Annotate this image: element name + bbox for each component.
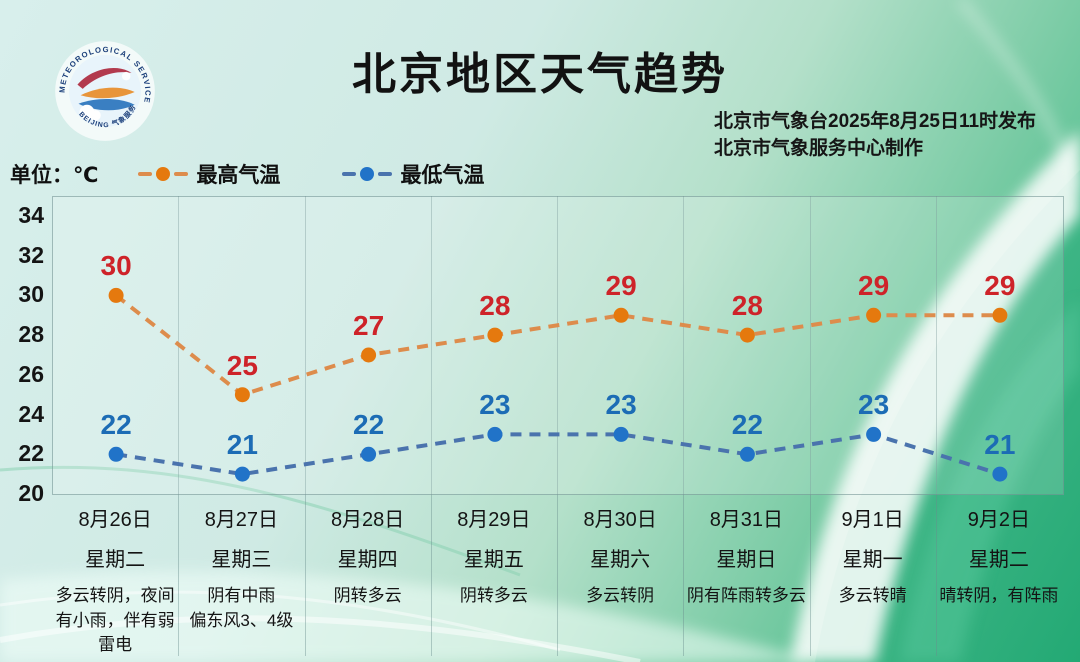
min-temp-value-label: 22: [731, 409, 763, 441]
min-temp-value-label: 21: [984, 429, 1016, 461]
weekday-cell: 星期二: [85, 549, 146, 571]
weather-cell: 多云转阴，夜间有小雨，伴有弱雷电: [55, 586, 175, 655]
min-temp-dot: [613, 426, 629, 442]
min-temp-value-label: 23: [858, 389, 890, 421]
y-tick-label: 24: [18, 400, 44, 427]
weather-row: 多云转阴，夜间有小雨，伴有弱雷电 阴有中雨 偏东风3、4级 阴转多云 阴转多云 多云转阴…: [52, 584, 1062, 658]
max-temp-dot: [234, 387, 250, 403]
legend-dash-icon: [378, 172, 393, 176]
min-temp-value-label: 22: [100, 409, 132, 441]
legend-dash-icon: [342, 172, 357, 176]
chart-legend: 最高气温 最低气温: [138, 159, 546, 189]
date-cell: 8月30日: [583, 509, 657, 531]
legend-dash-icon: [174, 172, 189, 176]
weekday-cell: 星期一: [842, 549, 903, 571]
max-temp-value-label: 25: [226, 349, 258, 381]
weekday-cell: 星期六: [590, 549, 651, 571]
weather-cell: 晴转阴，有阵雨: [939, 586, 1059, 605]
date-row: 8月26日 8月27日 8月28日 8月29日 8月30日 8月31日 9月1日 9月2日: [52, 502, 1062, 538]
max-temp-value-label: 28: [731, 290, 763, 322]
y-tick-label: 20: [18, 480, 44, 506]
min-temp-value-label: 23: [605, 389, 637, 421]
max-temp-dot: [487, 327, 503, 343]
y-tick-label: 22: [18, 440, 44, 467]
min-temp-dot: [108, 446, 124, 462]
legend-item-1: 最低气温: [342, 159, 484, 189]
unit-label: 单位：℃: [10, 164, 99, 187]
date-cell: 8月26日: [78, 509, 152, 531]
min-temp-value-label: 21: [226, 429, 258, 461]
legend-dash-icon: [138, 172, 153, 176]
min-temp-dot: [361, 446, 377, 462]
y-tick-label: 34: [18, 202, 44, 228]
weather-cell: 阴转多云: [333, 586, 402, 605]
date-cell: 9月2日: [967, 509, 1030, 531]
max-temp-value-label: 29: [605, 270, 637, 302]
max-temp-value-label: 28: [479, 290, 511, 322]
legend-dot-icon: [156, 167, 171, 181]
max-temp-value-label: 29: [858, 270, 890, 302]
weather-cell: 多云转阴: [586, 586, 655, 605]
weekday-row: 星期二 星期三 星期四 星期五 星期六 星期日 星期一 星期二: [52, 542, 1062, 578]
column-gridline: [557, 196, 558, 656]
min-temp-dot: [234, 466, 250, 482]
weather-cell: 多云转晴: [838, 586, 907, 605]
legend-row: 单位：℃ 最高气温 最低气温: [10, 158, 546, 190]
column-gridline: [683, 196, 685, 656]
min-temp-dot: [866, 426, 882, 442]
legend-label: 最高气温: [196, 164, 281, 187]
legend-item-0: 最高气温: [138, 159, 280, 189]
legend-dot-icon: [360, 167, 375, 181]
min-temp-dot: [487, 426, 503, 442]
column-gridline: [178, 196, 180, 656]
issue-line-1: 北京市气象台2025年8月25日11时发布: [714, 111, 1037, 132]
weekday-cell: 星期五: [463, 549, 524, 571]
max-temp-dot: [866, 307, 882, 323]
issue-line-2: 北京市气象服务中心制作: [714, 138, 924, 159]
date-cell: 8月27日: [204, 509, 279, 531]
min-temp-dot: [739, 446, 755, 462]
min-temp-dot: [992, 466, 1008, 482]
issue-info: 北京市气象台2025年8月25日11时发布 北京市气象服务中心制作: [714, 108, 1036, 162]
max-temp-value-label: 30: [100, 250, 132, 282]
weekday-cell: 星期二: [968, 549, 1029, 571]
date-cell: 8月29日: [457, 509, 531, 531]
meteorological-service-logo: METEOROLOGICAL SERVICE BEIJING 气象服务: [55, 41, 155, 141]
column-gridline: [430, 196, 432, 656]
max-temp-dot: [108, 287, 124, 303]
date-cell: 9月1日: [841, 509, 904, 531]
date-cell: 8月31日: [709, 509, 784, 531]
max-temp-dot: [613, 307, 629, 323]
weather-cell: 阴有中雨 偏东风3、4级: [189, 586, 294, 630]
weekday-cell: 星期四: [337, 549, 398, 571]
weekday-cell: 星期三: [211, 549, 272, 571]
page-title: 北京地区天气趋势: [352, 50, 728, 99]
max-temp-dot: [361, 347, 377, 363]
y-tick-label: 30: [18, 281, 44, 308]
y-tick-label: 28: [18, 321, 44, 348]
max-temp-dot: [739, 327, 755, 343]
weather-cell: 阴转多云: [459, 586, 528, 605]
min-temp-value-label: 23: [479, 389, 511, 421]
max-temp-value-label: 27: [353, 310, 385, 341]
legend-label: 最低气温: [400, 164, 485, 187]
weather-cell: 阴有阵雨转多云: [686, 586, 806, 605]
max-temp-value-label: 29: [984, 270, 1016, 302]
max-temp-dot: [992, 307, 1008, 323]
date-cell: 8月28日: [330, 509, 405, 531]
min-temp-value-label: 22: [353, 409, 385, 441]
y-tick-label: 32: [18, 241, 44, 268]
column-gridline: [304, 196, 306, 656]
chart-plot-area: 30 25 27 28 29 28 29 29 22 21 22 23 23 22 23 21: [52, 196, 1064, 495]
weekday-cell: 星期日: [716, 549, 777, 571]
y-tick-label: 26: [18, 360, 44, 387]
